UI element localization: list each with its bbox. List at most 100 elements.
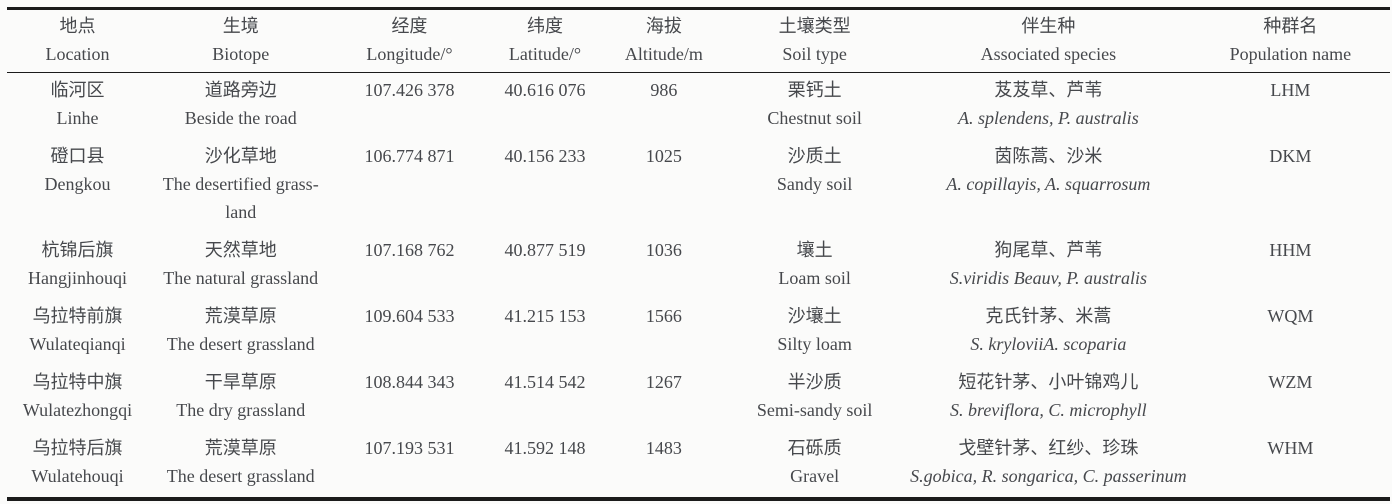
location-cn: 磴口县: [50, 146, 105, 166]
location-cn: 乌拉特后旗: [32, 438, 123, 458]
associated-species-cn: 狗尾草、芦苇: [994, 240, 1103, 260]
col-header-soil-type: 土壤类型 Soil type: [723, 9, 906, 73]
table-row: 乌拉特前旗 Wulateqianqi 荒漠草原 The desert grass…: [7, 299, 1390, 365]
associated-species-cn: 短花针茅、小叶锦鸡儿: [958, 372, 1139, 392]
header-row: 地点 Location 生境 Biotope 经度 Longitude/° 纬度…: [7, 9, 1390, 73]
cell-latitude: 40.877 519: [486, 233, 605, 299]
col-header-location-cn: 地点: [59, 16, 96, 36]
table-row: 杭锦后旗 Hangjinhouqi 天然草地 The natural grass…: [7, 233, 1390, 299]
col-header-soil-type-cn: 土壤类型: [778, 16, 851, 36]
table-body: 临河区 Linhe 道路旁边 Beside the road 107.426 3…: [7, 73, 1390, 500]
associated-species-en: S. breviflora, C. microphyll: [950, 400, 1147, 420]
biotope-cn: 沙化草地: [204, 146, 277, 166]
col-header-location: 地点 Location: [7, 9, 148, 73]
table-header: 地点 Location 生境 Biotope 经度 Longitude/° 纬度…: [7, 9, 1390, 73]
cell-altitude: 986: [604, 73, 723, 140]
location-cn: 乌拉特前旗: [32, 306, 123, 326]
sampling-sites-table: 地点 Location 生境 Biotope 经度 Longitude/° 纬度…: [7, 7, 1390, 501]
latitude-value: 40.616 076: [504, 80, 586, 100]
cell-altitude: 1483: [604, 431, 723, 499]
location-en: Hangjinhouqi: [28, 268, 128, 288]
associated-species-cn: 芨芨草、芦苇: [994, 80, 1103, 100]
location-cn: 临河区: [50, 80, 105, 100]
cell-biotope: 荒漠草原 The desert grassland: [148, 299, 333, 365]
location-en: Wulatezhongqi: [22, 400, 133, 420]
longitude-value: 109.604 533: [364, 306, 455, 326]
table-row: 乌拉特中旗 Wulatezhongqi 干旱草原 The dry grassla…: [7, 365, 1390, 431]
cell-soil-type: 半沙质 Semi-sandy soil: [723, 365, 906, 431]
population-name-value: WQM: [1267, 306, 1314, 326]
cell-latitude: 40.616 076: [486, 73, 605, 140]
soil-type-en: Gravel: [790, 466, 840, 486]
altitude-value: 1025: [645, 146, 682, 166]
col-header-associated-species-en: Associated species: [980, 44, 1117, 64]
cell-longitude: 106.774 871: [333, 139, 485, 233]
biotope-en: The desert grassland: [166, 334, 315, 354]
biotope-cn: 荒漠草原: [204, 438, 277, 458]
location-cn: 乌拉特中旗: [32, 372, 123, 392]
location-en: Wulateqianqi: [29, 334, 126, 354]
associated-species-cn: 戈壁针茅、红纱、珍珠: [958, 438, 1139, 458]
soil-type-cn: 半沙质: [787, 372, 842, 392]
cell-latitude: 40.156 233: [486, 139, 605, 233]
col-header-biotope-cn: 生境: [222, 16, 259, 36]
longitude-value: 107.168 762: [364, 240, 455, 260]
col-header-associated-species-cn: 伴生种: [1021, 16, 1076, 36]
soil-type-en: Chestnut soil: [767, 108, 862, 128]
soil-type-cn: 石砾质: [787, 438, 842, 458]
col-header-altitude-cn: 海拔: [645, 16, 682, 36]
col-header-associated-species: 伴生种 Associated species: [906, 9, 1191, 73]
biotope-en: Beside the road: [184, 108, 297, 128]
soil-type-cn: 沙壤土: [787, 306, 842, 326]
table-row: 乌拉特后旗 Wulatehouqi 荒漠草原 The desert grassl…: [7, 431, 1390, 499]
biotope-cn: 道路旁边: [204, 80, 277, 100]
cell-biotope: 沙化草地 The desertified grass- land: [148, 139, 333, 233]
cell-location: 乌拉特前旗 Wulateqianqi: [7, 299, 148, 365]
cell-longitude: 107.193 531: [333, 431, 485, 499]
col-header-location-en: Location: [45, 44, 110, 64]
longitude-value: 108.844 343: [364, 372, 455, 392]
biotope-cn: 干旱草原: [204, 372, 277, 392]
altitude-value: 1267: [645, 372, 682, 392]
soil-type-en: Loam soil: [778, 268, 851, 288]
population-name-value: DKM: [1269, 146, 1312, 166]
table-row: 临河区 Linhe 道路旁边 Beside the road 107.426 3…: [7, 73, 1390, 140]
cell-population-name: DKM: [1191, 139, 1390, 233]
cell-location: 乌拉特中旗 Wulatezhongqi: [7, 365, 148, 431]
col-header-latitude: 纬度 Latitude/°: [486, 9, 605, 73]
longitude-value: 106.774 871: [364, 146, 455, 166]
cell-soil-type: 壤土 Loam soil: [723, 233, 906, 299]
cell-altitude: 1267: [604, 365, 723, 431]
altitude-value: 1566: [645, 306, 682, 326]
associated-species-cn: 茵陈蒿、沙米: [994, 146, 1103, 166]
associated-species-cn: 克氏针茅、米蒿: [985, 306, 1112, 326]
population-name-value: WZM: [1268, 372, 1313, 392]
cell-location: 临河区 Linhe: [7, 73, 148, 140]
col-header-population-name: 种群名 Population name: [1191, 9, 1390, 73]
location-en: Linhe: [56, 108, 99, 128]
cell-biotope: 干旱草原 The dry grassland: [148, 365, 333, 431]
biotope-en: The desertified grass- land: [162, 174, 319, 222]
cell-longitude: 109.604 533: [333, 299, 485, 365]
cell-altitude: 1566: [604, 299, 723, 365]
cell-latitude: 41.215 153: [486, 299, 605, 365]
cell-longitude: 108.844 343: [333, 365, 485, 431]
col-header-biotope: 生境 Biotope: [148, 9, 333, 73]
cell-longitude: 107.168 762: [333, 233, 485, 299]
col-header-latitude-en: Latitude/°: [508, 44, 582, 64]
col-header-longitude: 经度 Longitude/°: [333, 9, 485, 73]
cell-location: 杭锦后旗 Hangjinhouqi: [7, 233, 148, 299]
col-header-longitude-en: Longitude/°: [366, 44, 453, 64]
longitude-value: 107.193 531: [364, 438, 455, 458]
associated-species-en: A. copillayis, A. squarrosum: [946, 174, 1151, 194]
cell-biotope: 天然草地 The natural grassland: [148, 233, 333, 299]
latitude-value: 41.514 542: [504, 372, 586, 392]
associated-species-en: S.gobica, R. songarica, C. passerinum: [910, 466, 1187, 486]
latitude-value: 40.156 233: [504, 146, 586, 166]
soil-type-cn: 沙质土: [787, 146, 842, 166]
location-en: Dengkou: [44, 174, 111, 194]
cell-associated-species: 克氏针茅、米蒿 S. kryloviiA. scoparia: [906, 299, 1191, 365]
associated-species-en: A. splendens, P. australis: [958, 108, 1139, 128]
latitude-value: 41.215 153: [504, 306, 586, 326]
cell-location: 磴口县 Dengkou: [7, 139, 148, 233]
